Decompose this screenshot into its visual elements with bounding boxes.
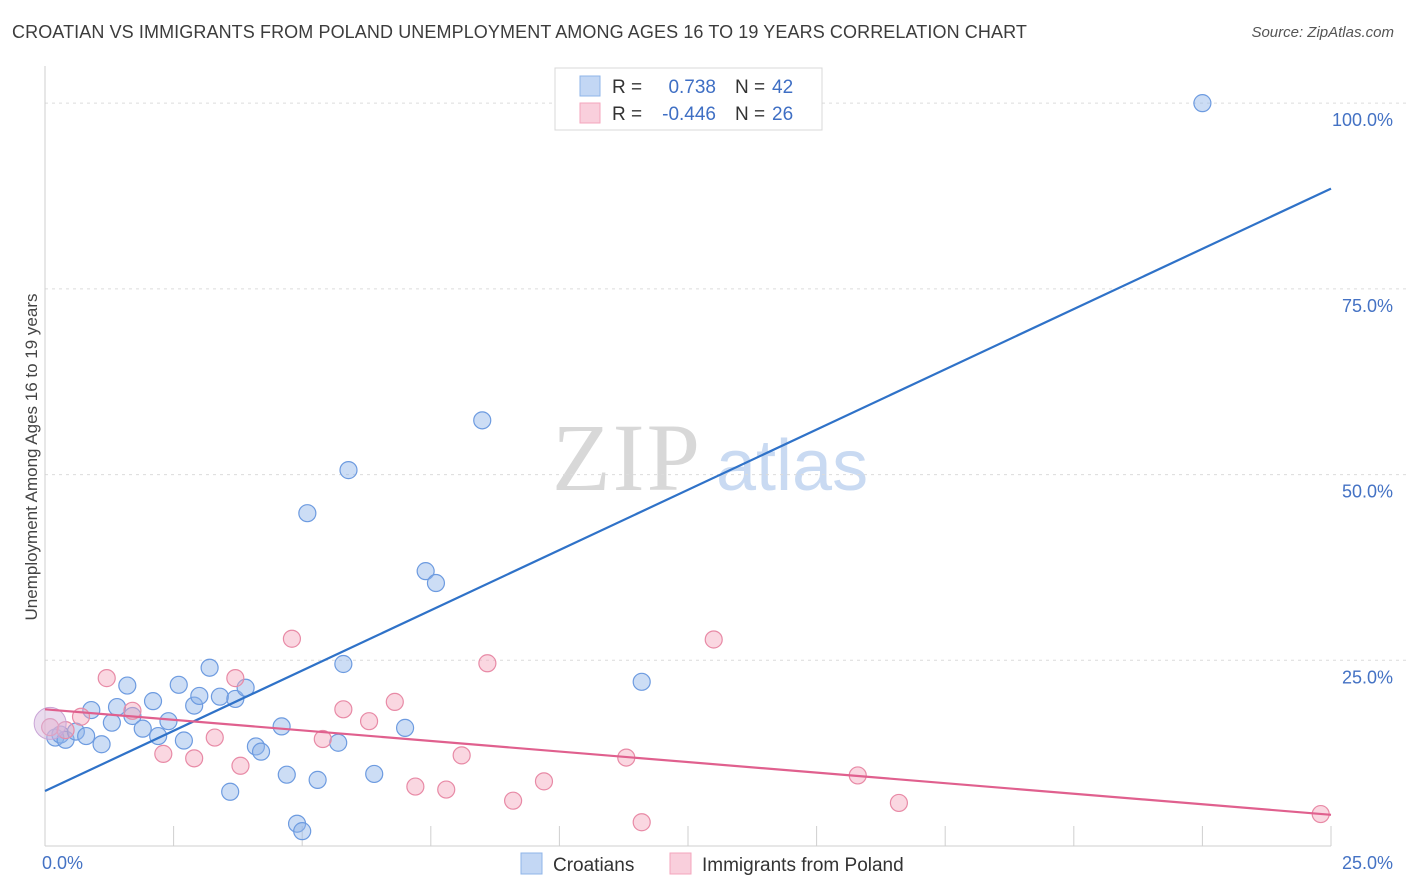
poland-trend-line: [44, 708, 1332, 816]
croatians-point-11: [133, 719, 152, 738]
croatians-point-32: [329, 733, 348, 752]
legend-n-value-2: 26: [772, 104, 793, 125]
croatians-point-33: [334, 654, 353, 674]
croatians-point-27: [277, 765, 296, 784]
poland-point-20: [534, 772, 554, 791]
poland-point-25: [889, 793, 909, 813]
croatians-point-15: [169, 675, 188, 694]
croatians-point-9: [118, 676, 137, 695]
poland-point-3: [97, 669, 116, 688]
tick-labels: 25.0% 50.0% 75.0% 100.0% 0.0% 25.0%: [42, 110, 1393, 873]
poland-point-16: [437, 780, 456, 799]
croatians-point-19: [200, 658, 219, 677]
correlation-legend: R = 0.738 N = 42 R = -0.446 N = 26: [554, 67, 823, 131]
poland-point-15: [406, 777, 425, 796]
croatians-point-35: [365, 764, 384, 784]
croatians-trend-line: [44, 187, 1332, 793]
legend-r-value-1: 0.738: [668, 77, 716, 98]
trend-lines: [44, 187, 1332, 816]
y-tick-label-2: 75.0%: [1342, 296, 1393, 316]
croatians-point-17: [185, 696, 204, 715]
poland-point-7: [205, 728, 224, 747]
legend-n-value-1: 42: [772, 77, 793, 98]
croatians-point-31: [308, 770, 327, 789]
poland-point-18: [478, 654, 497, 673]
poland-point-14: [385, 692, 404, 711]
x-tick-label-1: 25.0%: [1342, 853, 1393, 873]
croatians-point-38: [426, 573, 446, 593]
origin-cluster-point: [33, 706, 67, 740]
croatians-point-20: [210, 687, 229, 706]
croatians-point-34: [339, 461, 358, 480]
poland-point-12: [334, 700, 353, 719]
poland-point-5: [154, 744, 173, 763]
bottom-legend-swatch-croatians: [520, 852, 543, 875]
source-label: Source: ZipAtlas.com: [1251, 24, 1394, 41]
series-legend: Croatians Immigrants from Poland: [520, 852, 904, 876]
croatians-point-6: [92, 735, 111, 754]
legend-swatch-croatians: [579, 75, 601, 97]
poland-point-11: [313, 729, 332, 749]
legend-r-label-1: R =: [612, 77, 642, 98]
poland-point-8: [226, 669, 245, 688]
croatians-point-7: [102, 713, 121, 732]
y-tick-label-3: 100.0%: [1332, 110, 1393, 130]
croatians-point-29: [293, 822, 312, 841]
y-tick-label-1: 50.0%: [1342, 482, 1393, 502]
bottom-legend-swatch-poland: [669, 852, 692, 875]
croatians-point-21: [221, 782, 240, 801]
chart-title: CROATIAN VS IMMIGRANTS FROM POLAND UNEMP…: [12, 22, 1027, 42]
bottom-legend-croatians: Croatians: [553, 855, 634, 876]
croatians-point-16: [174, 731, 193, 750]
poland-point-10: [282, 629, 302, 648]
croatians-point-30: [298, 504, 317, 523]
croatians-point-41: [1193, 94, 1212, 113]
croatians-point-18: [190, 686, 209, 706]
poland-point-6: [185, 749, 204, 768]
x-tick-label-0: 0.0%: [42, 853, 83, 873]
croatians-point-36: [395, 718, 415, 737]
croatians-point-25: [251, 742, 271, 761]
poland-point-9: [231, 756, 250, 775]
y-tick-label-0: 25.0%: [1342, 667, 1393, 687]
croatians-point-26: [272, 717, 291, 736]
poland-point-17: [452, 746, 471, 765]
croatians-point-39: [473, 411, 492, 430]
watermark-zip: ZIP: [552, 404, 702, 511]
croatians-point-14: [159, 712, 178, 731]
croatians-point-12: [143, 692, 163, 711]
croatians-point-37: [416, 562, 435, 581]
series-immigrants-from-poland: [33, 629, 1330, 832]
legend-r-label-2: R =: [612, 104, 642, 125]
croatians-point-8: [107, 697, 127, 717]
y-axis-title: Unemployment Among Ages 16 to 19 years: [22, 294, 41, 621]
croatians-point-40: [632, 672, 651, 691]
legend-r-value-2: -0.446: [662, 104, 716, 125]
poland-point-13: [359, 712, 379, 731]
croatians-point-4: [77, 726, 96, 746]
croatians-point-24: [246, 737, 266, 756]
poland-point-22: [632, 813, 651, 832]
bottom-legend-poland: Immigrants from Poland: [702, 855, 904, 876]
poland-point-23: [704, 630, 723, 649]
legend-n-label-1: N =: [735, 77, 765, 98]
grid: [45, 102, 1406, 661]
legend-n-label-2: N =: [735, 104, 765, 125]
poland-point-19: [504, 791, 523, 810]
legend-swatch-poland: [579, 102, 601, 124]
